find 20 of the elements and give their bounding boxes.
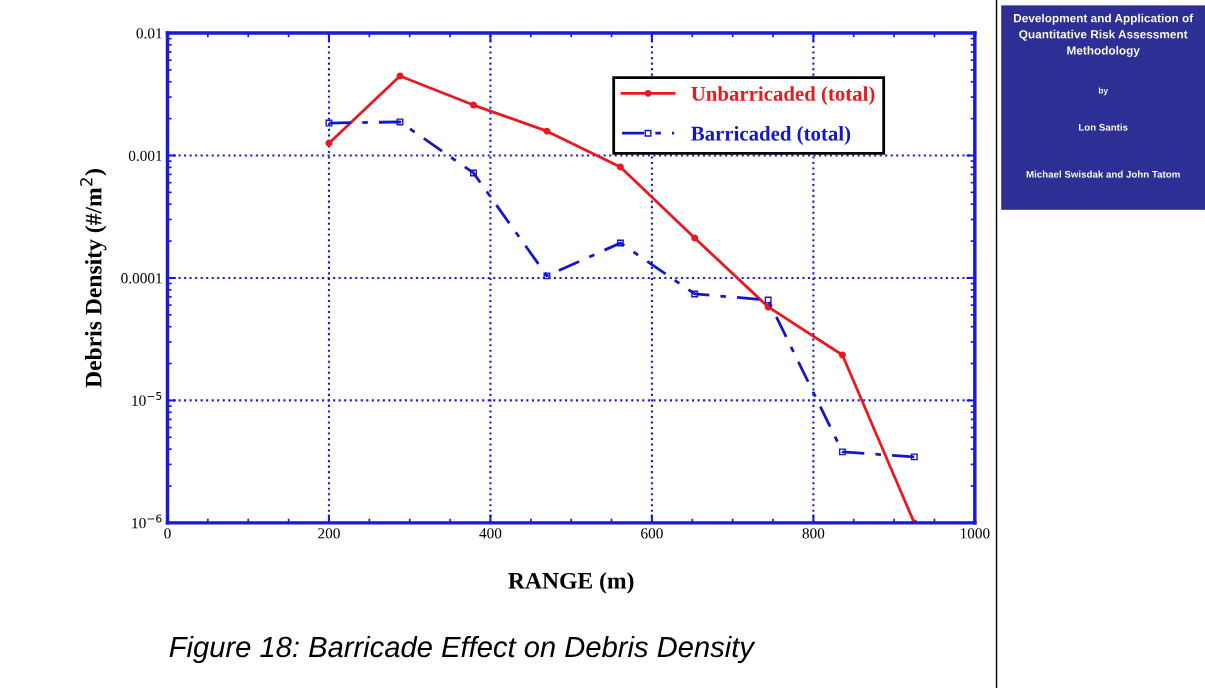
y-axis-title: Debris Density (#/m$^{2}$) (80, 169, 107, 388)
y-tick-label: 0.01 (136, 28, 162, 39)
y-tick-label: 10$^{−6}$ (132, 514, 162, 529)
text: Development and Application of Quantitative Risk Assessment Methodology (1014, 13, 1194, 58)
text: by (1098, 87, 1108, 96)
legend-label: Barricaded (total) (691, 126, 851, 145)
x-tick-label: 800 (802, 528, 825, 539)
x-axis-title: RANGE (m) (508, 572, 634, 594)
x-tick-label: 600 (641, 528, 663, 539)
x-tick-label: 1000 (960, 528, 990, 539)
x-tick-label: 400 (479, 528, 502, 539)
y-tick-label: 10$^{−5}$ (132, 391, 162, 406)
text: Michael Swisdak and John Tatom (1026, 170, 1180, 178)
legend-label: Unbarricaded (total) (691, 86, 875, 106)
caption: Figure 18: Barricade Effect on Debris Density (169, 635, 756, 664)
text: Lon Santis (1078, 123, 1128, 131)
y-tick-label: 0.001 (128, 150, 162, 162)
x-tick-label: 0 (164, 528, 171, 539)
y-tick-label: 0.0001 (121, 273, 162, 284)
x-tick-label: 200 (318, 528, 340, 539)
